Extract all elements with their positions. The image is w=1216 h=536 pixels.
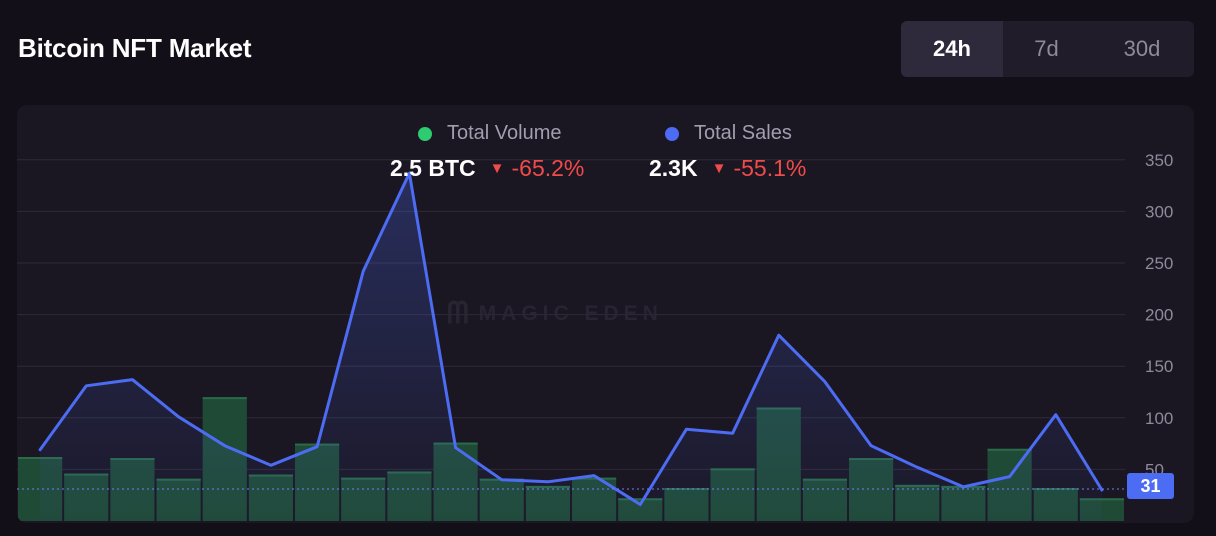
y-tick-label: 150 (1145, 357, 1173, 376)
y-tick-label: 100 (1145, 409, 1173, 428)
sales-line (38, 171, 1104, 506)
volume-stat: 2.5 BTC ▼ -65.2% (390, 155, 584, 182)
magic-eden-logo-icon: ᗰ (447, 297, 469, 330)
volume-dot-icon (418, 126, 432, 141)
sales-dot-icon (665, 126, 679, 141)
legend-item-sales[interactable]: Total Sales (665, 122, 792, 145)
tab-7d[interactable]: 7d (1034, 36, 1059, 61)
stats-row: 2.5 BTC ▼ -65.2% 2.3K ▼ -55.1% (17, 155, 1194, 185)
volume-bar-top (18, 457, 63, 460)
legend-label-volume: Total Volume (447, 122, 562, 144)
y-tick-label: 200 (1145, 306, 1173, 325)
page-title: Bitcoin NFT Market (18, 33, 252, 63)
sales-change: -55.1% (733, 155, 807, 181)
sales-value: 2.3K (649, 155, 698, 181)
sales-area (40, 173, 1102, 521)
watermark-text: MAGIC EDEN (478, 302, 663, 325)
current-value-badge: 31 (1127, 473, 1174, 499)
tab-24h[interactable]: 24h (901, 21, 1003, 77)
y-tick-label: 300 (1145, 202, 1173, 221)
legend-item-volume[interactable]: Total Volume (418, 122, 562, 145)
chart-legend: Total Volume Total Sales (17, 122, 1194, 148)
y-tick-label: 250 (1145, 254, 1173, 273)
y-tick-label: 350 (1145, 151, 1173, 170)
watermark: ᗰ MAGIC EDEN (447, 297, 663, 331)
down-arrow-icon: ▼ (489, 160, 505, 177)
volume-value: 2.5 BTC (390, 155, 476, 181)
volume-bar-top (618, 498, 663, 501)
down-arrow-icon: ▼ (711, 160, 727, 177)
volume-bar-top (1079, 498, 1124, 501)
legend-label-sales: Total Sales (694, 122, 792, 144)
volume-bar-top (987, 448, 1032, 451)
tab-30d[interactable]: 30d (1123, 36, 1161, 61)
sales-stat: 2.3K ▼ -55.1% (649, 155, 806, 182)
chart-card: 50 100 150 200 250 300 350 ᗰ MAGIC EDEN Total … (17, 105, 1194, 523)
time-range-selector: 24h 7d 30d (901, 21, 1194, 77)
volume-change: -65.2% (511, 155, 585, 181)
volume-bar-top (202, 397, 247, 400)
